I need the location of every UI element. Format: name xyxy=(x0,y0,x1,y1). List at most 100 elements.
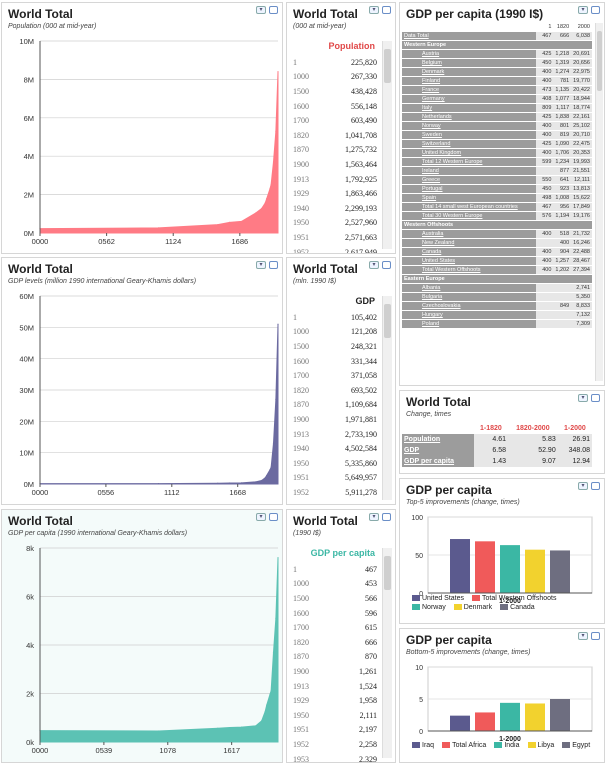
legend-item[interactable]: Total Africa xyxy=(442,742,486,749)
scrollbar[interactable] xyxy=(382,41,392,249)
row-link[interactable]: GDP per capita xyxy=(402,456,474,467)
column-header: 2000 xyxy=(571,23,592,33)
window-icon[interactable] xyxy=(591,632,600,640)
region-link[interactable]: Finland xyxy=(402,76,537,87)
region-link[interactable]: Czechoslovakia xyxy=(402,301,537,312)
window-icon[interactable] xyxy=(382,6,391,14)
dropdown-icon[interactable]: ▾ xyxy=(369,513,379,521)
region-link[interactable]: Poland xyxy=(402,319,537,330)
region-link[interactable]: Data Total xyxy=(402,31,537,42)
scrollbar[interactable] xyxy=(382,548,392,758)
year-label: 1 xyxy=(293,564,297,574)
year-value: 2,733,190 xyxy=(345,429,377,439)
window-icon[interactable] xyxy=(591,6,600,14)
data-point xyxy=(272,442,275,444)
scroll-thumb[interactable] xyxy=(384,556,391,590)
row-link[interactable]: Population xyxy=(402,434,474,445)
region-link[interactable]: Germany xyxy=(402,94,537,105)
bar[interactable] xyxy=(450,539,470,593)
region-link[interactable]: Total Western Offshoots xyxy=(402,265,537,276)
legend-item[interactable]: Denmark xyxy=(453,604,492,611)
dropdown-icon[interactable]: ▾ xyxy=(578,6,588,14)
dropdown-icon[interactable]: ▾ xyxy=(369,261,379,269)
region-link[interactable]: New Zealand xyxy=(402,238,537,249)
region-link[interactable]: United Kingdom xyxy=(402,148,537,159)
bar[interactable] xyxy=(500,545,520,593)
window-icon[interactable] xyxy=(591,482,600,490)
dropdown-icon[interactable]: ▾ xyxy=(578,482,588,490)
bar[interactable] xyxy=(450,715,470,731)
dropdown-icon[interactable]: ▾ xyxy=(256,6,266,14)
window-icon[interactable] xyxy=(269,261,278,269)
region-link[interactable]: Total 14 small west European countries xyxy=(402,202,537,213)
region-link[interactable]: Switzerland xyxy=(402,139,537,150)
region-link[interactable]: Norway xyxy=(402,121,537,132)
legend-item[interactable]: Norway xyxy=(412,604,446,611)
scroll-thumb[interactable] xyxy=(384,49,391,83)
bar[interactable] xyxy=(525,703,545,731)
scrollbar[interactable] xyxy=(595,23,603,381)
scroll-thumb[interactable] xyxy=(597,31,602,91)
region-link[interactable]: Total 12 Western Europe xyxy=(402,157,537,168)
legend-item[interactable]: Total Western Offshoots xyxy=(472,595,556,602)
scroll-thumb[interactable] xyxy=(384,304,391,338)
scrollbar[interactable] xyxy=(382,296,392,500)
bar[interactable] xyxy=(475,541,495,593)
year-value: 248,321 xyxy=(351,341,377,351)
legend-item[interactable]: Canada xyxy=(500,604,535,611)
region-link[interactable]: Albania xyxy=(402,283,537,294)
legend-item[interactable]: India xyxy=(494,742,520,749)
bar[interactable] xyxy=(475,712,495,731)
region-link[interactable]: Netherlands xyxy=(402,112,537,123)
list-row: 1820 666 xyxy=(291,635,377,650)
table-cell: 1,274 xyxy=(553,67,572,78)
region-link[interactable]: United States xyxy=(402,256,537,267)
x-tick-label: 0562 xyxy=(98,237,115,246)
data-point xyxy=(261,207,263,210)
region-link[interactable]: Bulgaria xyxy=(402,292,537,303)
panel-subtitle: Bottom-5 improvements (change, times) xyxy=(406,649,531,656)
window-icon[interactable] xyxy=(382,513,391,521)
legend-item[interactable]: Libya xyxy=(527,742,554,749)
legend-item[interactable]: Iraq xyxy=(412,742,434,749)
window-icon[interactable] xyxy=(591,394,600,402)
bar[interactable] xyxy=(500,702,520,731)
legend-item[interactable]: Egypt xyxy=(562,742,590,749)
region-link[interactable]: Australia xyxy=(402,229,537,240)
region-link[interactable]: Sweden xyxy=(402,130,537,141)
bar[interactable] xyxy=(525,549,545,593)
region-link[interactable]: Total 30 Western Europe xyxy=(402,211,537,222)
region-link[interactable]: Portugal xyxy=(402,184,537,195)
dropdown-icon[interactable]: ▾ xyxy=(369,6,379,14)
window-icon[interactable] xyxy=(382,261,391,269)
region-link[interactable]: Hungary xyxy=(402,310,537,321)
dropdown-icon[interactable]: ▾ xyxy=(256,513,266,521)
region-link[interactable]: Austria xyxy=(402,49,537,60)
region-link[interactable]: Belgium xyxy=(402,58,537,69)
window-icon[interactable] xyxy=(269,513,278,521)
row-link[interactable]: GDP xyxy=(402,445,474,456)
year-value: 1,971,881 xyxy=(345,414,377,424)
bar[interactable] xyxy=(550,699,570,731)
dropdown-icon[interactable]: ▾ xyxy=(256,261,266,269)
dropdown-icon[interactable]: ▾ xyxy=(578,632,588,640)
table-cell: 2,741 xyxy=(571,283,592,294)
data-point xyxy=(217,482,219,484)
list-row: 1870 870 xyxy=(291,650,377,665)
window-icon[interactable] xyxy=(269,6,278,14)
panel-controls: ▾ xyxy=(578,6,600,14)
table-cell: 467 xyxy=(536,31,554,42)
table-cell xyxy=(553,283,572,294)
region-link[interactable]: Greece xyxy=(402,175,537,186)
region-link[interactable]: Italy xyxy=(402,103,537,114)
region-link[interactable]: Ireland xyxy=(402,166,537,177)
data-point xyxy=(217,223,219,226)
bar[interactable] xyxy=(550,550,570,593)
year-value: 371,058 xyxy=(351,371,377,381)
region-link[interactable]: Spain xyxy=(402,193,537,204)
region-link[interactable]: France xyxy=(402,85,537,96)
region-link[interactable]: Canada xyxy=(402,247,537,258)
legend-item[interactable]: United States xyxy=(412,595,464,602)
region-link[interactable]: Denmark xyxy=(402,67,537,78)
dropdown-icon[interactable]: ▾ xyxy=(578,394,588,402)
